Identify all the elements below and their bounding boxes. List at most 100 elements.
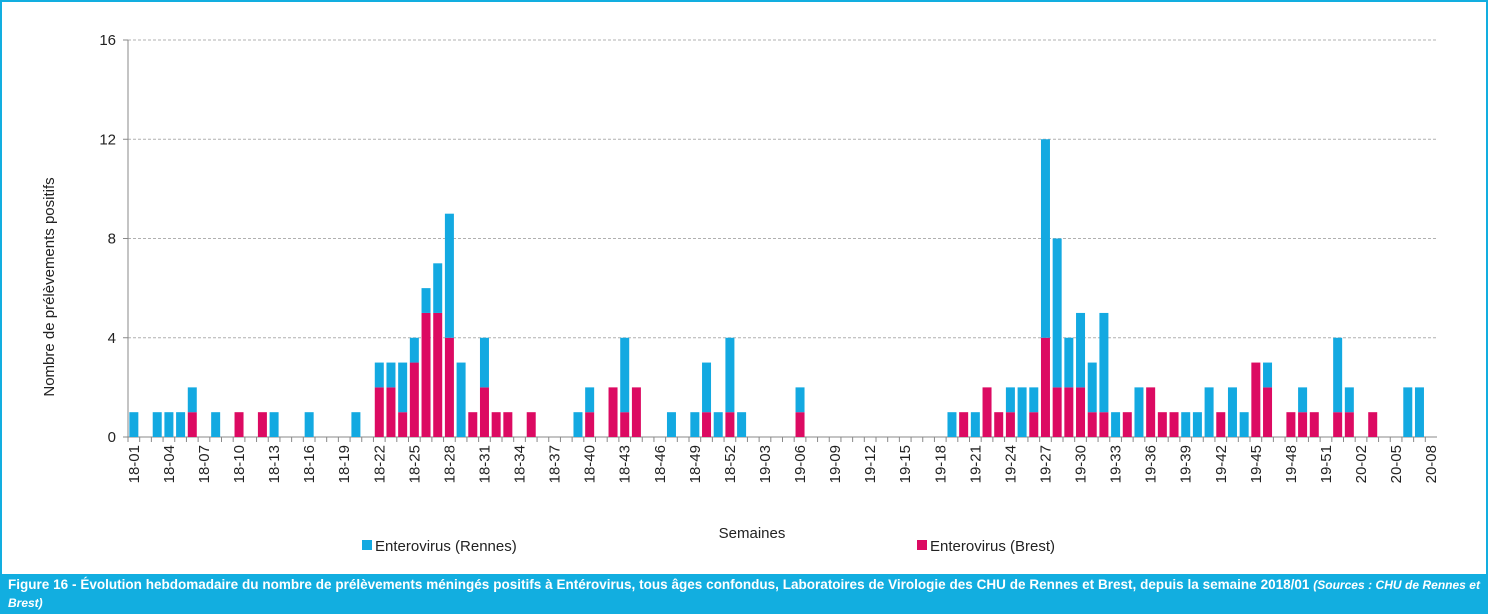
x-tick-label: 18-46 bbox=[652, 445, 669, 483]
x-tick-label: 20-08 bbox=[1423, 445, 1440, 483]
bar-segment bbox=[1099, 312, 1109, 413]
legend-swatch bbox=[917, 540, 927, 550]
x-tick-label: 19-09 bbox=[827, 445, 844, 483]
bar-segment bbox=[491, 412, 501, 437]
y-tick-label: 8 bbox=[108, 231, 116, 248]
bar-segment bbox=[1403, 387, 1413, 437]
bar-segment bbox=[1076, 387, 1086, 437]
bar-segment bbox=[386, 387, 396, 437]
x-tick-label: 19-27 bbox=[1037, 445, 1054, 483]
bar-segment bbox=[702, 362, 712, 413]
bar-segment bbox=[1344, 412, 1354, 437]
bar-segment bbox=[1192, 412, 1202, 437]
bar-segment bbox=[211, 412, 221, 437]
source: (Sources : CHU de Rennes et Brest) bbox=[8, 578, 1480, 610]
bar-segment bbox=[1076, 312, 1086, 388]
bar-segment bbox=[1134, 387, 1144, 437]
bar-segment bbox=[129, 412, 139, 437]
x-tick-label: 18-04 bbox=[161, 445, 178, 483]
bar-segment bbox=[620, 412, 630, 437]
bar-segment bbox=[176, 412, 186, 437]
bar-segment bbox=[374, 362, 384, 388]
x-tick-label: 18-16 bbox=[301, 445, 318, 483]
y-tick-label: 0 bbox=[108, 429, 116, 446]
bar-segment bbox=[725, 337, 735, 413]
bar-segment bbox=[1087, 412, 1097, 437]
y-axis-title: Nombre de prélèvements positifs bbox=[41, 177, 58, 396]
bar-segment bbox=[1005, 412, 1015, 437]
bar-segment bbox=[620, 337, 630, 413]
bar-segment bbox=[398, 362, 408, 413]
bar-segment bbox=[351, 412, 361, 437]
bar-segment bbox=[1204, 387, 1214, 437]
x-tick-label: 18-40 bbox=[582, 445, 599, 483]
bar-segment bbox=[631, 387, 641, 437]
bar-segment bbox=[433, 312, 443, 437]
caption-text: Figure 16 - Évolution hebdomadaire du no… bbox=[8, 577, 1310, 592]
x-tick-label: 19-33 bbox=[1108, 445, 1125, 483]
bar-segment bbox=[1146, 387, 1156, 437]
x-tick-label: 18-19 bbox=[336, 445, 353, 483]
x-tick-label: 18-01 bbox=[126, 445, 143, 483]
x-tick-label: 18-10 bbox=[231, 445, 248, 483]
bar-segment bbox=[713, 412, 723, 437]
legend-label: Enterovirus (Brest) bbox=[930, 538, 1055, 555]
x-tick-label: 18-52 bbox=[722, 445, 739, 483]
x-tick-label: 18-13 bbox=[266, 445, 283, 483]
bar-segment bbox=[1298, 387, 1308, 413]
bar-segment bbox=[398, 412, 408, 437]
bar-segment bbox=[479, 387, 489, 437]
bar-segment bbox=[1298, 412, 1308, 437]
bar-segment bbox=[421, 288, 431, 313]
x-axis-title: Semaines bbox=[719, 525, 786, 542]
bar-segment bbox=[433, 263, 443, 313]
x-tick-label: 18-31 bbox=[476, 445, 493, 483]
bar-segment bbox=[994, 412, 1004, 437]
bar-segment bbox=[152, 412, 162, 437]
bar-segment bbox=[1169, 412, 1179, 437]
x-tick-label: 19-06 bbox=[792, 445, 809, 483]
bar-segment bbox=[1368, 412, 1378, 437]
x-tick-label: 19-12 bbox=[862, 445, 879, 483]
bar-segment bbox=[409, 337, 419, 363]
x-tick-label: 19-21 bbox=[967, 445, 984, 483]
bar-segment bbox=[444, 213, 454, 338]
bar-segment bbox=[421, 312, 431, 437]
x-tick-label: 18-43 bbox=[617, 445, 634, 483]
bar-segment bbox=[1227, 387, 1237, 437]
bar-segment bbox=[1216, 412, 1226, 437]
bar-segment bbox=[1181, 412, 1191, 437]
bar-segment bbox=[456, 362, 466, 437]
bar-segment bbox=[702, 412, 712, 437]
x-tick-label: 18-49 bbox=[687, 445, 704, 483]
bar-segment bbox=[690, 412, 700, 437]
bar-segment bbox=[666, 412, 676, 437]
bar-segment bbox=[959, 412, 969, 437]
x-tick-label: 18-28 bbox=[441, 445, 458, 483]
bar-segment bbox=[304, 412, 314, 437]
bar-segment bbox=[1122, 412, 1132, 437]
y-tick-label: 4 bbox=[108, 330, 116, 347]
x-tick-label: 18-34 bbox=[512, 445, 529, 483]
bar-segment bbox=[468, 412, 478, 437]
bar-segment bbox=[1087, 362, 1097, 413]
bar-segment bbox=[187, 387, 197, 413]
legend-swatch bbox=[362, 540, 372, 550]
bar-segment bbox=[737, 412, 747, 437]
bar-segment bbox=[795, 412, 805, 437]
x-tick-label: 19-30 bbox=[1073, 445, 1090, 483]
bar-segment bbox=[1017, 387, 1027, 437]
bar-segment bbox=[1029, 412, 1039, 437]
bar-segment bbox=[1309, 412, 1319, 437]
bar-segment bbox=[1157, 412, 1167, 437]
y-tick-label: 12 bbox=[99, 131, 116, 148]
legend-label: Enterovirus (Rennes) bbox=[375, 538, 517, 555]
x-tick-label: 19-39 bbox=[1178, 445, 1195, 483]
x-tick-label: 19-24 bbox=[1002, 445, 1019, 483]
bar-segment bbox=[1005, 387, 1015, 413]
caption: Figure 16 - Évolution hebdomadaire du no… bbox=[2, 574, 1486, 614]
bar-segment bbox=[444, 337, 454, 437]
x-tick-label: 19-15 bbox=[897, 445, 914, 483]
